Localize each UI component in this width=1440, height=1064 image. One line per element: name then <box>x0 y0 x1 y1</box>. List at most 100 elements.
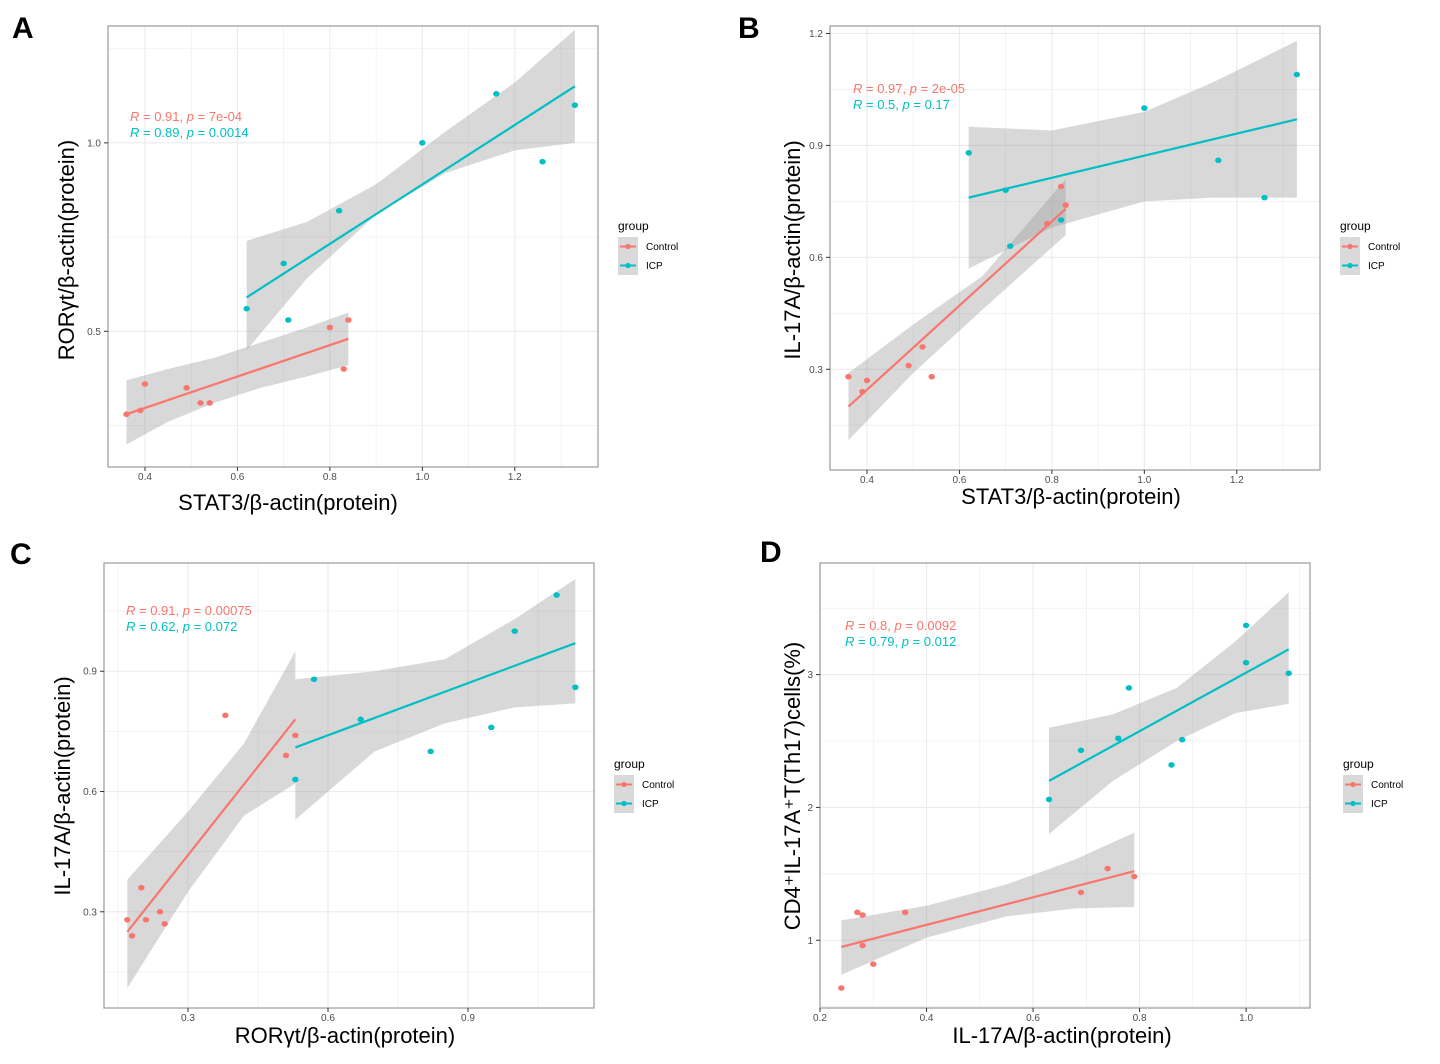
x-tick-label: 0.6 <box>321 1013 335 1024</box>
data-point-control <box>345 317 352 323</box>
panel-d: D 0.2 0.4 0.6 0.8 1.0 1 2 3 IL-17A/β-actin(protei… <box>760 536 1403 1048</box>
x-tick-label: 0.9 <box>461 1013 475 1024</box>
x-tick-label: 0.8 <box>323 472 337 483</box>
data-point-control <box>138 884 145 891</box>
y-tick-label: 1.2 <box>809 29 823 40</box>
y-tick-label: 0.9 <box>809 141 823 152</box>
data-point-icp <box>488 724 495 731</box>
legend-key-point-control <box>1347 243 1353 250</box>
x-tick-label: 1.0 <box>415 472 429 483</box>
data-point-control <box>902 909 909 916</box>
data-point-icp <box>357 716 364 723</box>
data-point-control <box>1077 889 1085 896</box>
confidence-band-icp <box>246 29 575 351</box>
legend-key-point-icp <box>621 800 627 807</box>
regression-line-control <box>841 870 1135 948</box>
data-point-control <box>326 324 334 331</box>
correlation-annotation-control: R = 0.8, p = 0.0092 <box>845 618 956 633</box>
data-point-icp <box>1215 157 1222 164</box>
x-tick-label: 1.0 <box>1239 1013 1253 1024</box>
gridlines <box>104 563 594 1008</box>
confidence-band-icp <box>295 579 576 820</box>
data-point-control <box>292 732 299 739</box>
data-point-icp <box>965 150 972 156</box>
legend-title: group <box>1343 757 1374 771</box>
y-tick-label: 0.9 <box>83 667 97 678</box>
data-point-control <box>859 942 866 949</box>
confidence-band-control <box>127 651 296 988</box>
gridlines <box>830 26 1320 470</box>
data-point-icp <box>1045 796 1053 803</box>
correlation-annotation-control: R = 0.91, p = 7e-04 <box>130 109 242 124</box>
x-tick-label: 1.2 <box>1230 475 1244 486</box>
gridlines <box>108 26 598 467</box>
x-tick-label: 0.6 <box>1026 1013 1040 1024</box>
correlation-annotation-icp: R = 0.62, p = 0.072 <box>126 619 237 634</box>
correlation-annotation-icp: R = 0.79, p = 0.012 <box>845 634 956 649</box>
legend-label-control: Control <box>1371 780 1403 791</box>
data-point-icp <box>1141 105 1148 111</box>
plot-background <box>820 563 1310 1008</box>
data-point-control <box>222 712 229 719</box>
data-point-control <box>197 400 204 406</box>
legend-title: group <box>614 757 645 771</box>
data-point-icp <box>335 207 343 214</box>
correlation-annotation-icp: R = 0.89, p = 0.0014 <box>130 125 249 140</box>
regression-line-control <box>126 718 297 933</box>
regression-line-control <box>126 337 349 416</box>
legend-key-point-icp <box>625 262 631 269</box>
y-axis-title: RORγt/β-actin(protein) <box>54 140 79 360</box>
data-point-control <box>282 752 290 759</box>
legend-title: group <box>618 219 649 233</box>
data-point-icp <box>292 776 299 783</box>
data-point-control <box>854 909 861 916</box>
data-point-icp <box>1242 659 1250 666</box>
panel-b: B 0.4 0.6 0.8 1.0 1.2 0.3 0.6 0.9 1.2 STAT3/β-acti… <box>738 12 1400 509</box>
legend-key-point-control <box>625 243 631 250</box>
legend-label-control: Control <box>646 242 678 253</box>
data-point-control <box>142 917 150 923</box>
legend-label-icp: ICP <box>646 261 663 272</box>
gridlines <box>819 563 1310 1008</box>
data-point-icp <box>1057 217 1065 223</box>
x-axis-title: STAT3/β-actin(protein) <box>961 484 1181 509</box>
legend-label-icp: ICP <box>1371 799 1388 810</box>
legend-key-point-control <box>1350 781 1356 788</box>
y-tick-label: 0.3 <box>809 365 823 376</box>
correlation-annotation-icp: R = 0.5, p = 0.17 <box>853 97 950 112</box>
x-tick-label: 0.4 <box>860 475 874 486</box>
legend: group Control ICP <box>1343 757 1403 813</box>
data-point-icp <box>1077 747 1085 754</box>
legend: group Control ICP <box>614 757 674 813</box>
legend-key-point-icp <box>1347 262 1353 269</box>
x-tick-label: 1.0 <box>1137 475 1151 486</box>
data-point-icp <box>1115 735 1122 742</box>
confidence-band-control <box>126 312 349 445</box>
data-point-icp <box>280 260 287 267</box>
panel-border <box>819 562 1311 1009</box>
legend-key-point-control <box>621 781 627 788</box>
panel-letter: A <box>12 12 34 45</box>
panel-border <box>107 25 599 468</box>
data-point-control <box>1057 183 1065 190</box>
y-tick-label: 1.0 <box>87 138 101 149</box>
data-point-icp <box>1168 762 1175 768</box>
data-point-icp <box>553 592 560 598</box>
x-axis-title: RORγt/β-actin(protein) <box>235 1023 455 1048</box>
data-point-control <box>161 921 168 927</box>
y-tick-label: 0.3 <box>83 907 97 918</box>
data-point-icp <box>493 91 500 97</box>
data-point-icp <box>1007 243 1014 249</box>
panel-letter: D <box>760 536 782 569</box>
data-point-control <box>156 908 164 915</box>
confidence-band-control <box>841 832 1135 975</box>
data-point-control <box>838 985 845 991</box>
legend-label-icp: ICP <box>642 799 659 810</box>
regression-line-icp <box>294 642 576 749</box>
data-point-control <box>128 933 136 939</box>
plot-background <box>830 26 1320 470</box>
confidence-band-icp <box>968 40 1297 269</box>
y-tick-label: 2 <box>807 803 813 814</box>
data-point-icp <box>1242 622 1250 629</box>
